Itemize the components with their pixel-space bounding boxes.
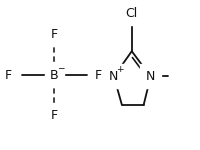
Text: −: − <box>57 63 64 72</box>
Text: N: N <box>146 70 155 83</box>
Text: B: B <box>50 69 59 81</box>
Text: F: F <box>51 28 58 41</box>
Text: N: N <box>109 70 119 83</box>
Text: F: F <box>5 69 12 81</box>
Text: F: F <box>95 69 102 81</box>
Text: Cl: Cl <box>126 7 138 20</box>
Text: +: + <box>116 64 123 74</box>
Text: F: F <box>51 109 58 122</box>
